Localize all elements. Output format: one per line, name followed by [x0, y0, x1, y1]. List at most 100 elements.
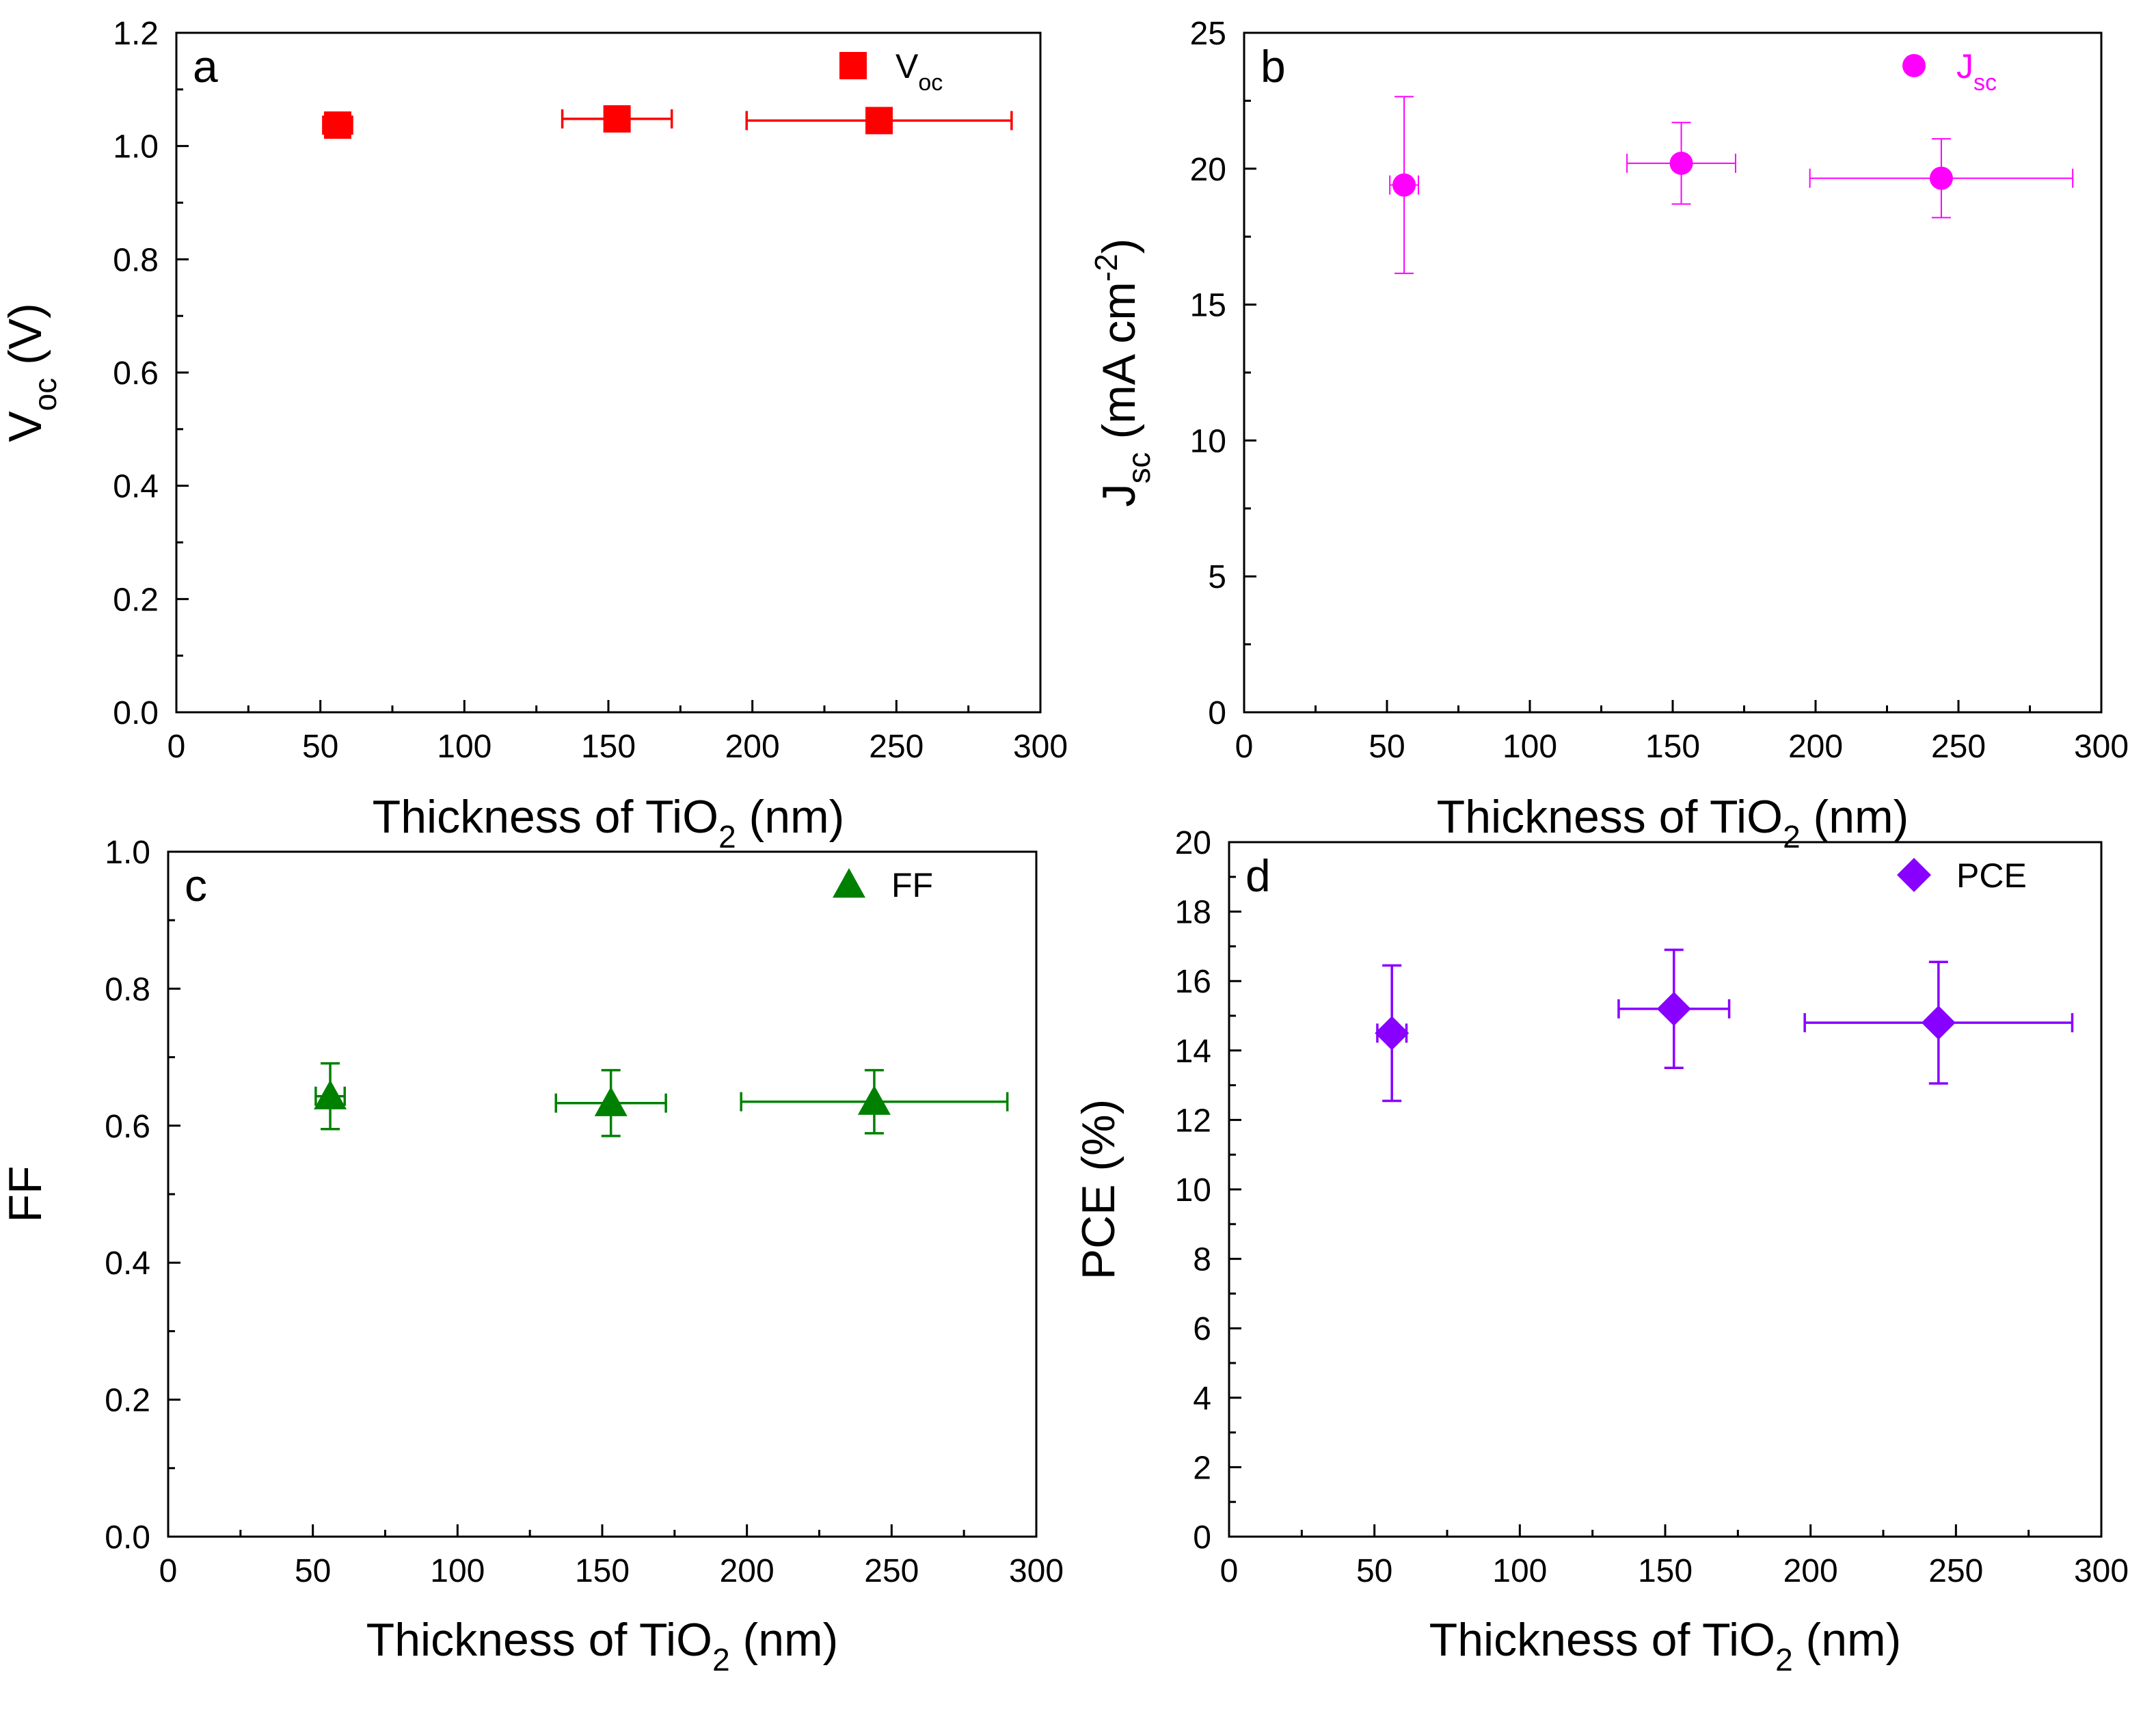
legend-label-text: V	[895, 47, 919, 85]
panel-label-c: c	[185, 860, 207, 911]
y-axis-title-text: FF	[0, 1165, 51, 1222]
x-tick-label-b: 250	[1931, 729, 1986, 765]
y-axis-title-tail2: )	[1093, 239, 1145, 254]
y-axis-title-c: FF	[0, 1165, 51, 1222]
y-tick-label-a: 0.2	[113, 582, 159, 618]
data-point-c	[857, 1085, 891, 1115]
x-axis-title-d: Thickness of TiO2 (nm)	[1429, 1614, 1902, 1677]
x-axis-title-subscript: 2	[1783, 819, 1801, 854]
y-tick-label-d: 12	[1175, 1103, 1211, 1139]
y-tick-label-c: 0.2	[105, 1383, 150, 1419]
x-tick-label-c: 0	[159, 1553, 178, 1589]
x-tick-label-d: 150	[1638, 1553, 1693, 1589]
panel-b: 0 50 100 150 200 250 300 0 5 10 15 20 25 b Thickness o…	[1088, 16, 2129, 854]
x-axis-title-a: Thickness of TiO2 (nm)	[373, 791, 845, 854]
x-axis-title-c: Thickness of TiO2 (nm)	[366, 1614, 839, 1677]
legend-label-subscript: oc	[918, 70, 943, 96]
y-tick-label-d: 10	[1175, 1172, 1211, 1209]
x-tick-label-b: 200	[1788, 729, 1843, 765]
x-tick-label-c: 150	[575, 1553, 630, 1589]
y-tick-label-d: 14	[1175, 1034, 1211, 1070]
data-point-d	[1656, 991, 1691, 1026]
legend-marker-c	[833, 868, 865, 898]
y-axis-title-subscript: sc	[1121, 452, 1157, 483]
x-tick-label-d: 200	[1783, 1553, 1838, 1589]
data-point-c	[594, 1086, 628, 1116]
y-tick-label-d: 18	[1175, 895, 1211, 931]
data-point-b	[1669, 151, 1693, 175]
y-tick-label-d: 8	[1193, 1242, 1211, 1278]
x-tick-label-b: 100	[1503, 729, 1557, 765]
y-tick-label-a: 0.0	[113, 695, 159, 731]
y-tick-label-b: 15	[1190, 288, 1226, 324]
panel-label-b: b	[1261, 41, 1286, 92]
legend-label-b: Jsc	[1956, 47, 1997, 96]
data-point-c	[314, 1079, 347, 1109]
x-tick-label-a: 0	[167, 729, 186, 765]
x-tick-label-a: 200	[725, 729, 780, 765]
y-tick-label-d: 2	[1193, 1450, 1211, 1486]
x-tick-label-a: 250	[869, 729, 924, 765]
x-tick-label-d: 250	[1928, 1553, 1983, 1589]
legend-label-d: PCE	[1956, 856, 2027, 895]
x-axis-title-tail: (nm)	[730, 1614, 839, 1666]
legend-label-text: FF	[891, 866, 933, 904]
panel-d: 0 50 100 150 200 250 300 0 2 4 6 8 10 12 14 16 18 20 d Thic…	[1073, 825, 2129, 1677]
legend-marker-d	[1897, 858, 1931, 892]
y-axis-title-tail: (mA cm	[1093, 282, 1145, 452]
y-tick-label-c: 0.4	[105, 1245, 150, 1282]
x-tick-label-c: 300	[1009, 1553, 1064, 1589]
legend-label-a: Voc	[895, 47, 943, 96]
legend-label-subscript: sc	[1973, 70, 1997, 96]
x-tick-label-a: 100	[437, 729, 491, 765]
x-axis-title-text: Thickness of TiO	[373, 791, 718, 843]
panel-label-a: a	[193, 41, 218, 92]
x-tick-label-c: 50	[295, 1553, 331, 1589]
y-tick-label-a: 1.2	[113, 16, 159, 52]
y-tick-label-a: 0.4	[113, 469, 159, 505]
y-tick-label-b: 0	[1208, 695, 1226, 731]
x-tick-label-b: 50	[1369, 729, 1405, 765]
data-point-a	[865, 107, 893, 135]
x-axis-title-subscript: 2	[718, 819, 736, 854]
x-tick-label-a: 300	[1013, 729, 1068, 765]
y-axis-title-text: J	[1093, 483, 1145, 507]
x-axis-title-b: Thickness of TiO2 (nm)	[1437, 791, 1909, 854]
x-axis-title-text: Thickness of TiO	[1437, 791, 1783, 843]
panel-a: 0 50 100 150 200 250 300 0.0 0.2 0.4 0.6 0.8 1.0 1.2 a…	[0, 16, 1068, 854]
x-axis-title-tail: (nm)	[1801, 791, 1909, 843]
y-tick-label-d: 6	[1193, 1311, 1211, 1347]
data-point-b	[1392, 173, 1416, 197]
x-tick-label-b: 300	[2074, 729, 2129, 765]
x-axis-title-text: Thickness of TiO	[1429, 1614, 1775, 1666]
x-tick-label-a: 150	[581, 729, 636, 765]
x-axis-title-tail: (nm)	[1793, 1614, 1902, 1666]
x-axis-title-tail: (nm)	[736, 791, 845, 843]
x-tick-label-a: 50	[302, 729, 338, 765]
legend-marker-a	[839, 52, 867, 79]
y-axis-title-tail: (V)	[0, 303, 51, 378]
y-tick-label-b: 20	[1190, 152, 1226, 188]
x-axis-title-text: Thickness of TiO	[366, 1614, 712, 1666]
y-axis-title-text: PCE (%)	[1073, 1099, 1124, 1280]
data-point-d	[1375, 1016, 1410, 1051]
y-axis-title-superscript: -2	[1088, 254, 1124, 282]
x-tick-label-c: 100	[430, 1553, 485, 1589]
x-tick-label-c: 200	[720, 1553, 774, 1589]
x-tick-label-d: 100	[1492, 1553, 1547, 1589]
legend-label-text: J	[1956, 47, 1973, 85]
y-tick-label-a: 1.0	[113, 129, 159, 165]
y-tick-label-c: 0.6	[105, 1109, 150, 1145]
data-point-a	[603, 105, 631, 133]
y-axis-title-subscript: oc	[27, 378, 63, 412]
x-tick-label-b: 150	[1645, 729, 1700, 765]
y-tick-label-d: 0	[1193, 1520, 1211, 1556]
x-tick-label-b: 0	[1235, 729, 1254, 765]
y-tick-label-b: 10	[1190, 423, 1226, 459]
y-tick-label-c: 1.0	[105, 835, 150, 871]
legend-label-c: FF	[891, 866, 933, 904]
data-point-d	[1921, 1006, 1956, 1040]
legend-marker-b	[1902, 54, 1926, 77]
y-tick-label-b: 25	[1190, 16, 1226, 52]
